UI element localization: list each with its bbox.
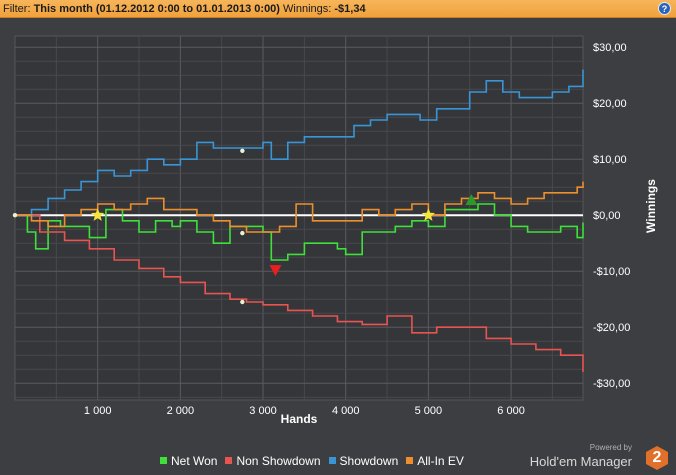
legend-swatch xyxy=(160,457,167,464)
legend-swatch xyxy=(328,457,336,464)
legend-item[interactable]: Showdown xyxy=(328,454,399,468)
powered-by-text: Powered by xyxy=(589,443,632,452)
triangle-up-marker-icon xyxy=(465,194,478,206)
legend-label: All-In EV xyxy=(417,454,464,468)
legend-item[interactable]: Non Showdown xyxy=(225,454,321,468)
series-line-non-showdown xyxy=(15,214,584,372)
y-tick-label: $0,00 xyxy=(593,210,621,222)
winnings-value: -$1,34 xyxy=(334,3,366,15)
y-axis-label: Winnings xyxy=(644,179,658,233)
x-axis-ticks: 1 000 2 000 3 000 4 000 5 000 6 000 xyxy=(84,405,525,417)
x-tick-label: 2 000 xyxy=(167,405,195,417)
plot-background xyxy=(14,35,584,401)
star-marker-icon xyxy=(91,208,105,221)
legend-label: Non Showdown xyxy=(236,454,321,468)
x-tick-label: 5 000 xyxy=(415,405,443,417)
winnings-chart: 1 000 2 000 3 000 4 000 5 000 6 000 $30,00 $20… xyxy=(12,35,658,426)
point-marker xyxy=(240,299,245,305)
filter-value[interactable]: This month (01.12.2012 0:00 to 01.01.201… xyxy=(33,3,280,15)
help-icon[interactable]: ? xyxy=(658,2,671,15)
legend-label: Showdown xyxy=(339,454,399,468)
y-tick-label: $10,00 xyxy=(593,154,627,166)
legend-item[interactable]: Net Won xyxy=(160,454,217,468)
legend: Net Won Non Showdown Showdown All-In EV xyxy=(160,454,472,468)
product-name: Hold'em Manager xyxy=(529,454,632,469)
legend-item[interactable]: All-In EV xyxy=(406,454,464,468)
winnings-label: Winnings: xyxy=(283,3,332,15)
series-line-net-won xyxy=(15,203,584,261)
filter-bar: Filter: This month (01.12.2012 0:00 to 0… xyxy=(0,0,676,18)
y-tick-label: $20,00 xyxy=(593,98,627,110)
x-tick-label: 4 000 xyxy=(332,405,360,417)
point-marker xyxy=(240,230,245,236)
x-tick-label: 3 000 xyxy=(249,405,277,417)
y-tick-label: $30,00 xyxy=(593,42,627,54)
x-tick-label: 1 000 xyxy=(84,405,112,417)
point-marker xyxy=(240,148,245,153)
point-marker xyxy=(12,213,18,218)
x-axis-label: Hands xyxy=(281,412,318,426)
y-tick-label: -$30,00 xyxy=(593,378,630,390)
y-tick-label: -$20,00 xyxy=(593,322,630,334)
x-tick-label: 6 000 xyxy=(497,405,525,417)
legend-label: Net Won xyxy=(171,454,218,468)
legend-swatch xyxy=(406,457,414,464)
series-line-all-in-ev xyxy=(15,181,584,233)
filter-label: Filter: xyxy=(3,3,31,15)
star-marker-icon xyxy=(421,208,435,221)
triangle-down-marker-icon xyxy=(269,265,282,277)
hm2-logo-icon: 2 xyxy=(646,446,668,470)
series-line-showdown xyxy=(15,69,584,216)
branding: Powered by Hold'em Manager 2 xyxy=(528,443,668,471)
legend-swatch xyxy=(225,457,233,464)
y-axis-ticks: $30,00 $20,00 $10,00 $0,00 -$10,00 -$20,00 -$3… xyxy=(593,42,630,390)
chart-markers xyxy=(12,148,478,305)
series-lines xyxy=(15,69,584,372)
y-tick-label: -$10,00 xyxy=(593,266,630,278)
